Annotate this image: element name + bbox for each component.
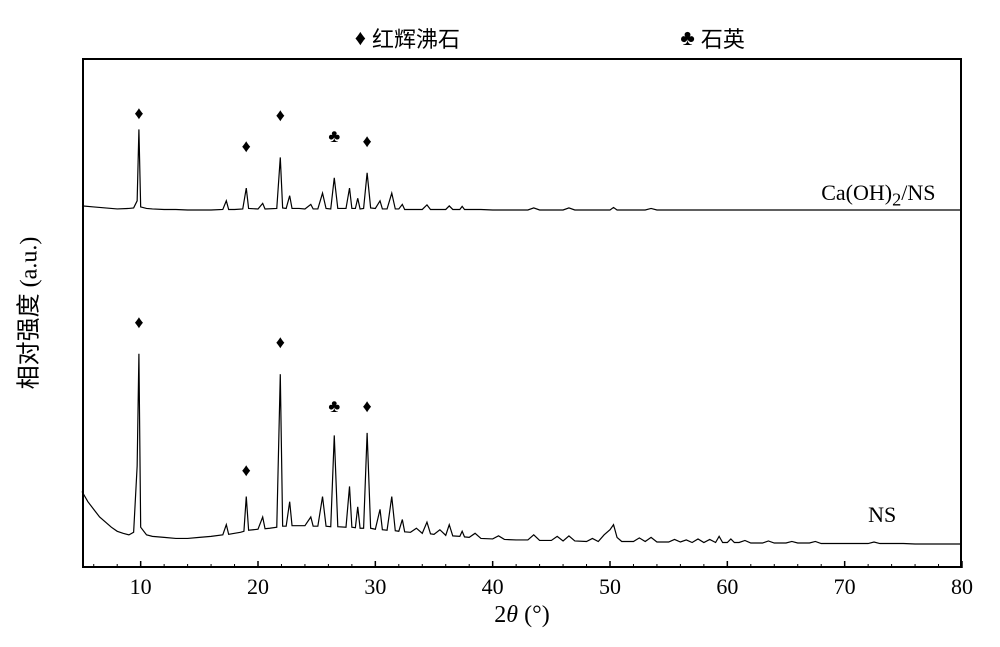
chart-svg [0,0,1000,647]
x-axis-label: 2θ (°) [494,602,549,629]
club-icon: ♣ [328,397,340,415]
x-tick-label: 10 [130,574,152,600]
diamond-icon: ♦ [276,333,285,351]
diamond-icon: ♦ [363,397,372,415]
y-axis-label: 相对强度 (a.u.) [9,237,44,390]
x-tick-label: 20 [247,574,269,600]
x-tick-label: 30 [364,574,386,600]
x-tick-label: 60 [716,574,738,600]
diamond-icon: ♦ [276,106,285,124]
legend-label: 石英 [701,22,745,54]
y-axis-label-text: 相对强度 (a.u.) [17,237,43,390]
legend-label: 红辉沸石 [372,22,460,54]
diamond-icon: ♦ [355,25,366,51]
diamond-icon: ♦ [134,313,143,331]
legend-item: ♦红辉沸石 [355,22,460,54]
x-tick-label: 50 [599,574,621,600]
series-annotation: NS [868,502,896,528]
x-tick-label: 80 [951,574,973,600]
diamond-icon: ♦ [242,137,251,155]
x-tick-label: 70 [834,574,856,600]
diamond-icon: ♦ [242,461,251,479]
xrd-curve [82,354,962,544]
club-icon: ♣ [680,25,694,51]
club-icon: ♣ [328,127,340,145]
x-axis-label-text: 2θ (°) [494,602,549,628]
diamond-icon: ♦ [363,132,372,150]
x-tick-label: 40 [482,574,504,600]
legend-item: ♣ 石英 [680,22,744,54]
diamond-icon: ♦ [134,104,143,122]
series-annotation: Ca(OH)2/NS [821,180,935,210]
